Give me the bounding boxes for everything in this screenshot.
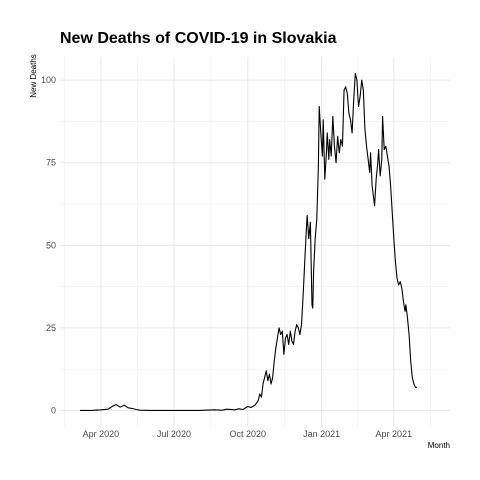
y-tick-label: 50 xyxy=(46,240,56,250)
x-axis-ticks: Apr 2020 Jul 2020 Oct 2020 Jan 2021 Apr 2021 xyxy=(83,429,412,439)
y-axis-title: New Deaths xyxy=(29,54,38,98)
y-tick-label: 100 xyxy=(41,75,56,85)
chart-title: New Deaths of COVID-19 in Slovakia xyxy=(60,30,337,47)
series-layer xyxy=(80,72,418,412)
grid xyxy=(60,57,450,427)
x-tick-label: Oct 2020 xyxy=(230,429,267,439)
series-line xyxy=(80,72,418,412)
y-tick-label: 0 xyxy=(51,405,56,415)
x-tick-label: Apr 2021 xyxy=(376,429,413,439)
y-axis-ticks: 0 25 50 75 100 xyxy=(41,75,56,415)
y-tick-label: 25 xyxy=(46,323,56,333)
x-tick-label: Apr 2020 xyxy=(83,429,120,439)
x-tick-label: Jul 2020 xyxy=(157,429,191,439)
x-tick-label: Jan 2021 xyxy=(303,429,340,439)
y-tick-label: 75 xyxy=(46,158,56,168)
x-axis-title: Month xyxy=(428,441,450,450)
